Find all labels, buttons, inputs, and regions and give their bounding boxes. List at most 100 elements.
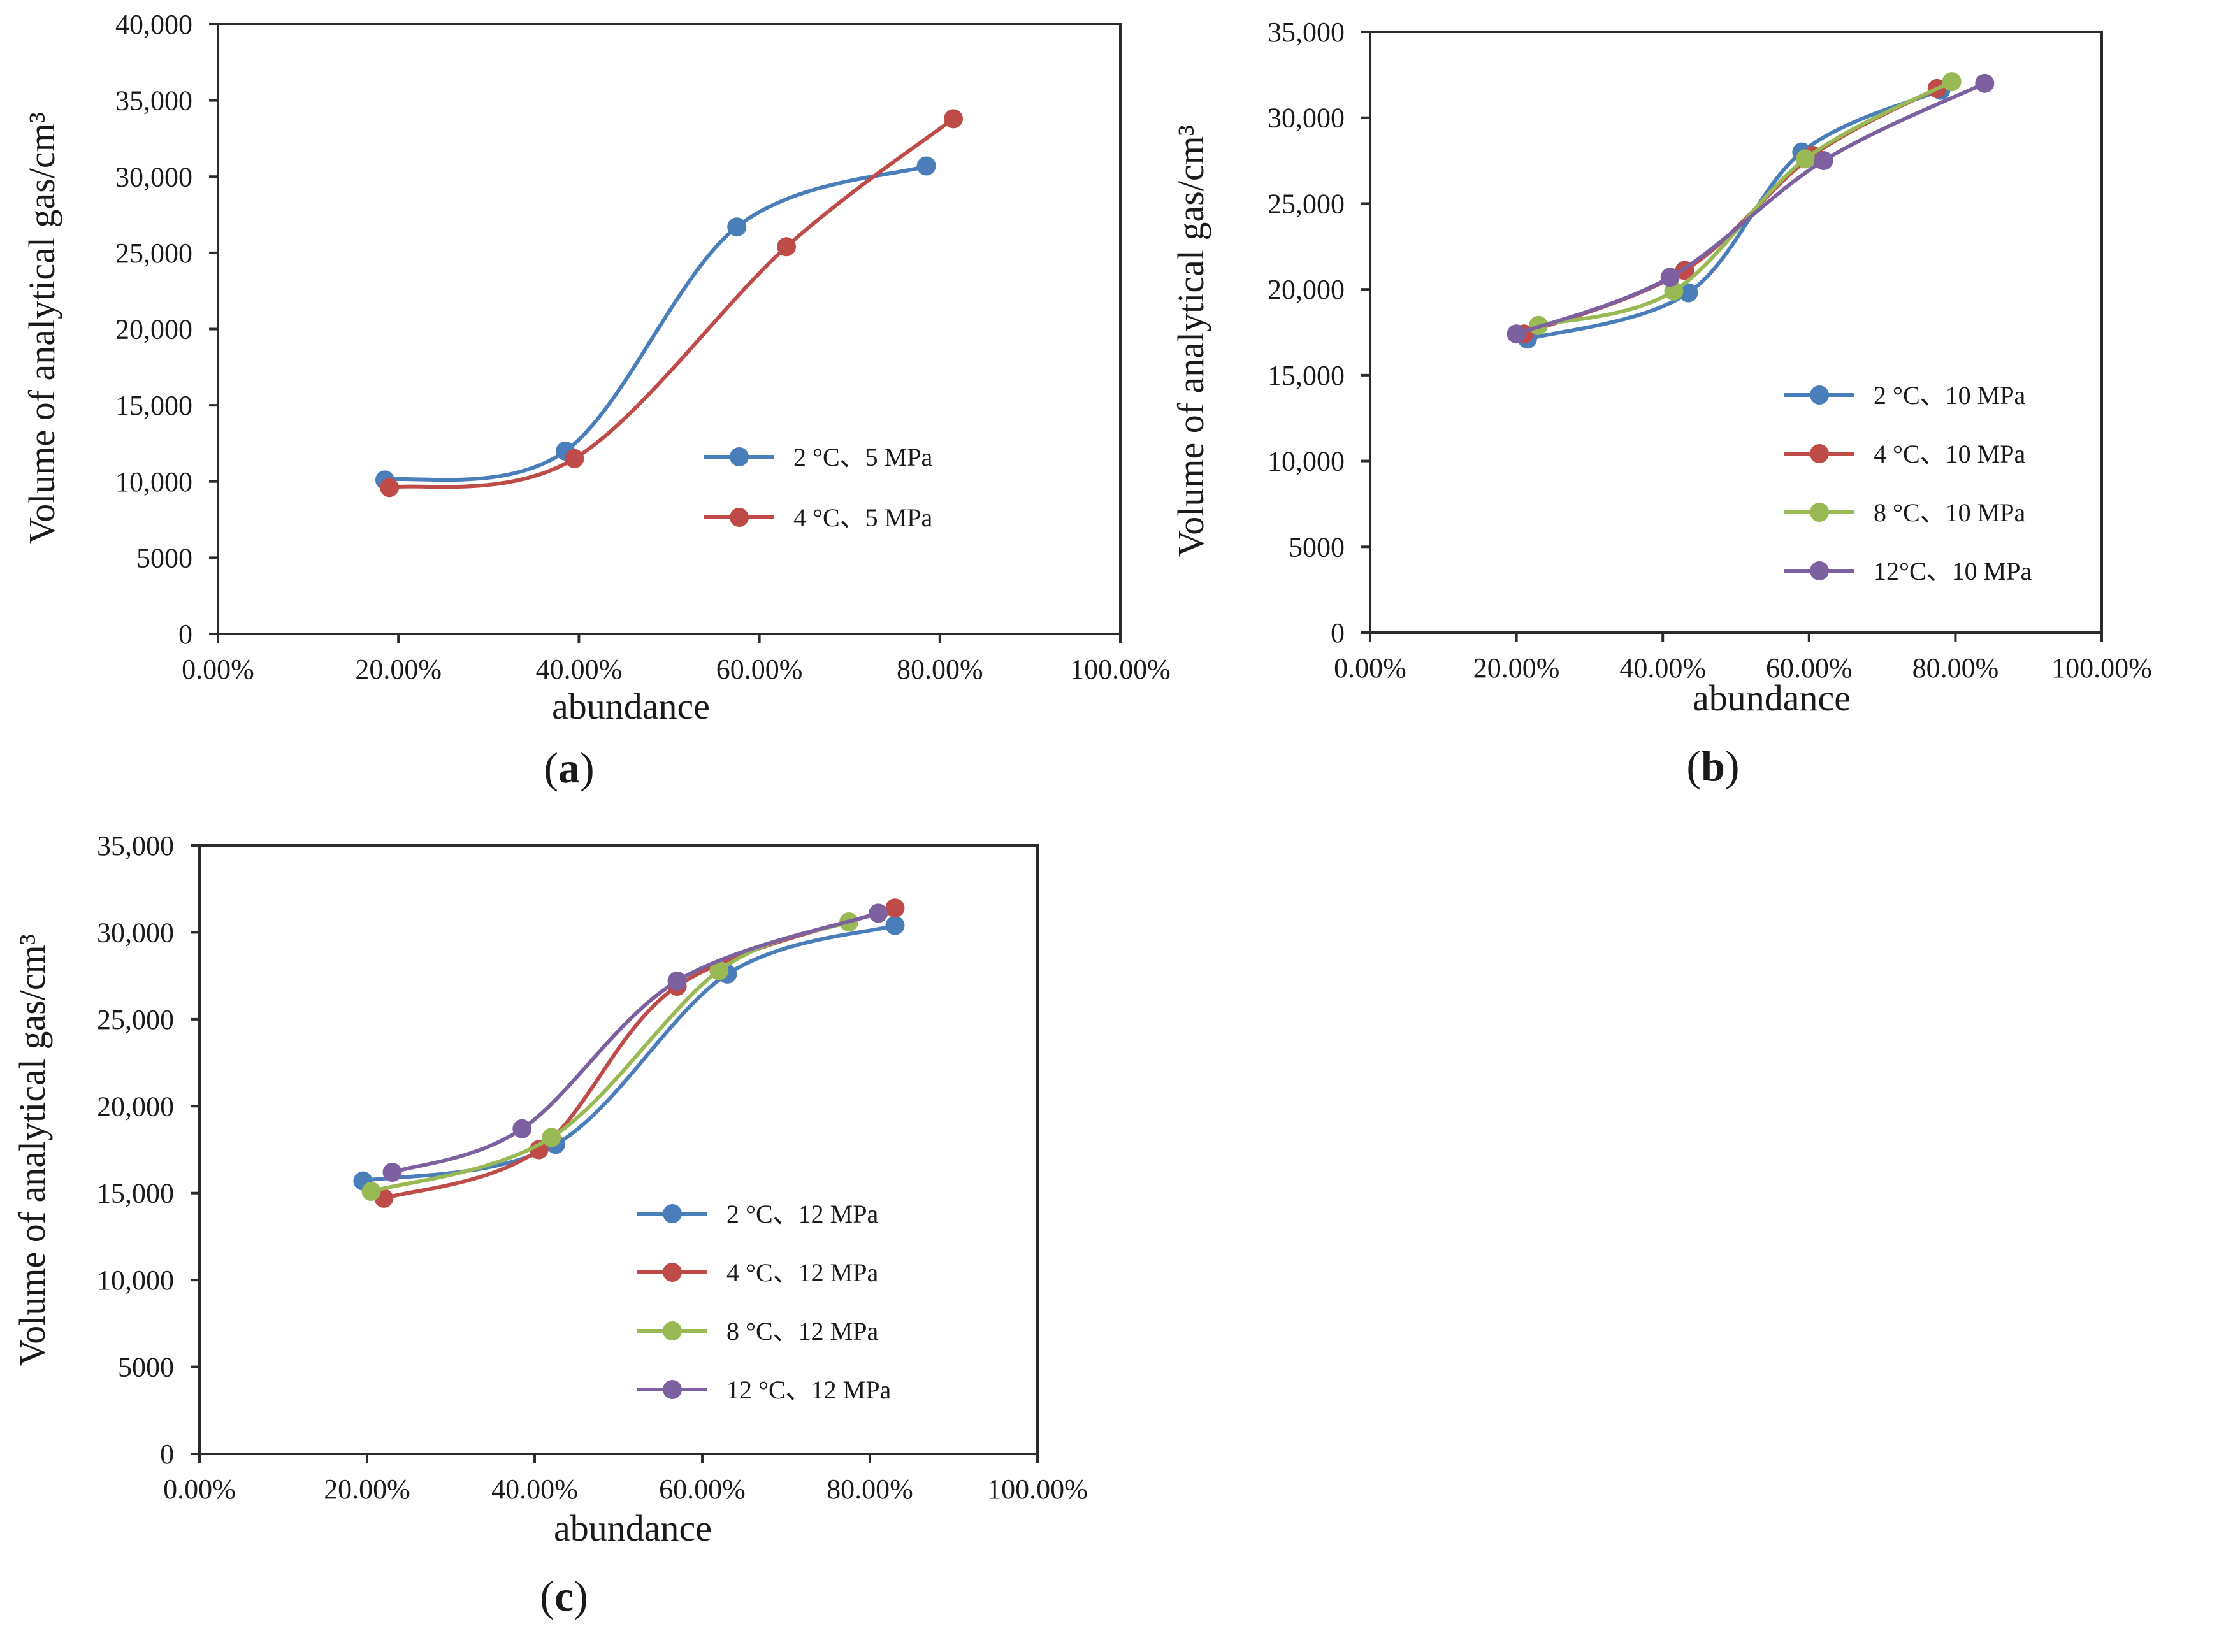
- y-tick-label: 30,000: [1268, 103, 1345, 134]
- panel-label: (c): [540, 1572, 588, 1620]
- series-line-3: [1514, 81, 1987, 336]
- data-point-s3-p0: [382, 1162, 402, 1182]
- panel-label: (a): [544, 743, 594, 792]
- legend-label: 2 °C、10 MPa: [1874, 381, 2025, 410]
- x-tick-label: 100.00%: [987, 1474, 1088, 1505]
- legend-swatch-marker: [1810, 385, 1829, 405]
- y-tick-label: 30,000: [97, 917, 174, 948]
- panel-label: (b): [1686, 742, 1739, 790]
- plot-frame: [1369, 31, 2103, 634]
- legend-label: 4 °C、10 MPa: [1874, 440, 2025, 468]
- panel-label-open: (: [1686, 742, 1701, 790]
- data-point-s0-p3: [885, 916, 905, 935]
- data-point-s2-p3: [1942, 72, 1962, 92]
- panel-label-close: ): [574, 1572, 588, 1620]
- y-tick-label: 0: [1331, 617, 1345, 649]
- legend-swatch-marker: [730, 447, 749, 466]
- y-tick-label: 5000: [1289, 531, 1345, 563]
- data-point-s1-p1: [529, 1140, 549, 1160]
- data-point-s1-p1: [565, 449, 584, 468]
- series-line-0: [1525, 88, 1943, 341]
- x-tick-label: 80.00%: [827, 1474, 913, 1505]
- chart-b: 0.00% 20.00% 40.00% 60.00% 80.00% 100.00% 0 500…: [1170, 17, 2152, 790]
- series-line-3: [390, 911, 881, 1174]
- plot-frame: [198, 844, 1039, 1455]
- x-tick-label: 80.00%: [1912, 652, 1999, 684]
- x-tick-label: 100.00%: [1070, 654, 1171, 685]
- x-tick-label: 20.00%: [1473, 652, 1560, 684]
- legend-label: 12°C、10 MPa: [1874, 557, 2032, 585]
- x-tick-label: 80.00%: [897, 654, 983, 685]
- series-line-1: [387, 117, 955, 490]
- data-point-s3-p2: [1814, 151, 1833, 171]
- legend-swatch-marker: [663, 1321, 682, 1340]
- y-tick-label: 25,000: [1268, 188, 1345, 219]
- series-line-0: [383, 164, 929, 482]
- y-axis-label: Volume of analytical gas/cm³: [11, 934, 53, 1366]
- data-point-s3-p3: [869, 903, 888, 923]
- y-tick-label: 35,000: [97, 830, 174, 861]
- data-point-s0-p3: [916, 156, 936, 176]
- data-point-s2-p0: [361, 1181, 381, 1201]
- y-tick-label: 30,000: [115, 161, 192, 192]
- y-tick-label: 0: [178, 619, 192, 650]
- x-tick-label: 40.00%: [491, 1474, 578, 1505]
- x-tick-label: 0.00%: [163, 1474, 236, 1505]
- x-tick-label: 60.00%: [1766, 652, 1853, 684]
- legend-label: 12 °C、12 MPa: [726, 1375, 891, 1404]
- legend-label: 2 °C、5 MPa: [793, 443, 932, 471]
- legend-swatch-marker: [663, 1263, 682, 1282]
- y-tick-label: 10,000: [115, 466, 192, 498]
- data-point-s3-p1: [512, 1119, 532, 1138]
- legend-label: 2 °C、12 MPa: [726, 1200, 878, 1228]
- x-tick-label: 0.00%: [1334, 652, 1406, 684]
- data-point-s3-p1: [1660, 268, 1680, 287]
- data-point-s0-p2: [727, 217, 747, 237]
- data-point-s1-p2: [777, 237, 797, 257]
- y-tick-label: 25,000: [97, 1004, 174, 1035]
- panel-label-letter: c: [554, 1572, 574, 1620]
- x-tick-label: 60.00%: [716, 654, 803, 685]
- y-tick-label: 35,000: [115, 85, 192, 117]
- series-line-0: [361, 923, 897, 1183]
- y-axis-label: Volume of analytical gas/cm³: [1170, 125, 1211, 557]
- x-axis-label: abundance: [554, 1507, 712, 1549]
- panel-label-close: ): [580, 743, 595, 792]
- x-tick-label: 20.00%: [324, 1474, 410, 1505]
- x-tick-label: 20.00%: [355, 654, 442, 685]
- data-point-s2-p2: [1796, 149, 1816, 169]
- panel-label-open: (: [544, 743, 558, 792]
- y-tick-label: 20,000: [1268, 274, 1345, 305]
- y-tick-label: 10,000: [1268, 446, 1345, 477]
- x-tick-label: 100.00%: [2051, 652, 2152, 684]
- x-tick-label: 60.00%: [659, 1474, 746, 1505]
- series-line-2: [369, 920, 851, 1193]
- legend-label: 8 °C、10 MPa: [1874, 498, 2025, 527]
- legend-label: 4 °C、5 MPa: [793, 503, 932, 532]
- legend-swatch-marker: [730, 508, 749, 527]
- panel-label-open: (: [540, 1572, 554, 1620]
- y-tick-label: 5000: [136, 542, 192, 573]
- legend-swatch-marker: [1810, 561, 1829, 580]
- data-point-s1-p3: [944, 109, 964, 129]
- data-point-s1-p0: [380, 478, 400, 498]
- series-line-2: [1536, 80, 1954, 327]
- y-tick-label: 15,000: [115, 390, 192, 421]
- y-tick-label: 15,000: [97, 1178, 174, 1209]
- legend-swatch-marker: [1810, 503, 1829, 522]
- chart-a: 0.00% 20.00% 40.00% 60.00% 80.00% 100.00% 0 500…: [21, 9, 1171, 792]
- y-tick-label: 20,000: [115, 314, 192, 345]
- y-tick-label: 0: [160, 1439, 174, 1470]
- data-point-s3-p0: [1507, 324, 1526, 344]
- x-tick-label: 40.00%: [1619, 652, 1706, 684]
- data-point-s3-p2: [667, 971, 687, 991]
- x-axis-label: abundance: [552, 686, 710, 727]
- legend-swatch-marker: [1810, 444, 1829, 463]
- y-tick-label: 5000: [118, 1352, 174, 1383]
- legend-label: 4 °C、12 MPa: [726, 1258, 878, 1287]
- panel-label-close: ): [1725, 742, 1740, 790]
- y-tick-label: 20,000: [97, 1091, 174, 1122]
- chart-c: 0.00% 20.00% 40.00% 60.00% 80.00% 100.00% 0 500…: [11, 830, 1088, 1620]
